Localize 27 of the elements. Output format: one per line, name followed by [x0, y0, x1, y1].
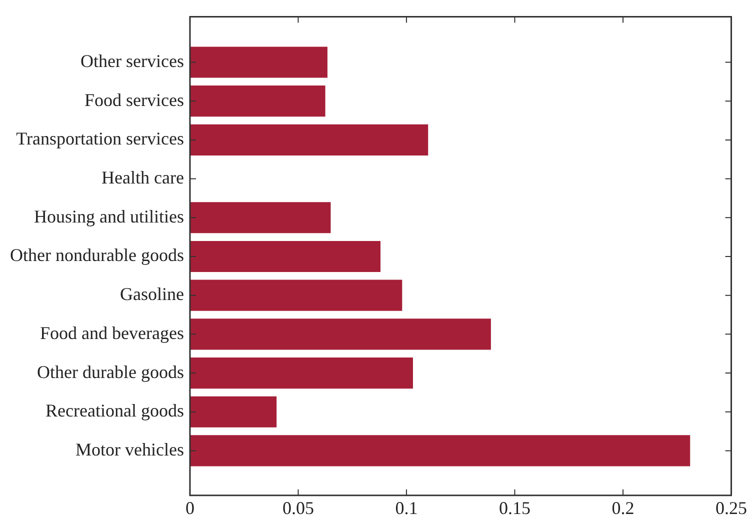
bar [190, 124, 428, 156]
y-tick-label: Other nondurable goods [10, 245, 184, 266]
bar [190, 46, 328, 78]
y-tick-label: Food services [84, 90, 184, 110]
y-tick-label: Other services [80, 50, 184, 71]
x-tick-label: 0.2 [612, 498, 634, 518]
bar [190, 396, 277, 428]
bar [190, 202, 331, 234]
y-tick-label: Other durable goods [36, 362, 184, 382]
x-tick-label: 0 [185, 498, 194, 518]
x-tick-label: 0.25 [716, 498, 747, 518]
x-tick-label: 0.1 [395, 498, 418, 518]
bar [190, 318, 491, 350]
x-tick-label: 0.05 [282, 498, 314, 518]
y-tick-label: Food and beverages [40, 322, 184, 343]
bar [190, 435, 690, 466]
y-tick-label: Housing and utilities [34, 206, 184, 226]
y-tick-label: Motor vehicles [75, 439, 184, 460]
y-tick-label: Recreational goods [45, 400, 184, 421]
bar [190, 86, 326, 117]
y-tick-label: Transportation services [16, 128, 184, 149]
bar [190, 280, 402, 311]
x-tick-label: 0.15 [498, 498, 530, 518]
bar [190, 240, 380, 272]
y-tick-label: Gasoline [120, 284, 184, 304]
y-tick-label: Health care [102, 168, 184, 188]
bar [190, 357, 413, 389]
